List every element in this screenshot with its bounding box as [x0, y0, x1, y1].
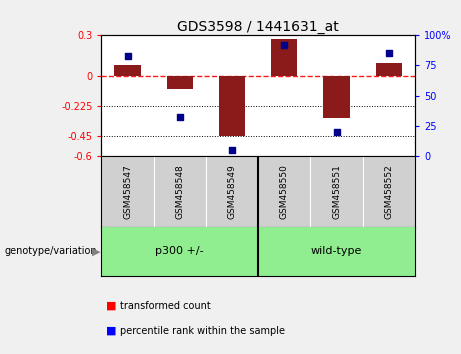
- Point: [385, 51, 392, 56]
- Bar: [258, 227, 415, 276]
- Bar: [271, 39, 297, 75]
- Bar: [324, 75, 349, 118]
- Title: GDS3598 / 1441631_at: GDS3598 / 1441631_at: [177, 21, 339, 34]
- Text: ■: ■: [106, 301, 117, 311]
- Point: [333, 129, 340, 135]
- Text: p300 +/-: p300 +/-: [155, 246, 204, 256]
- Bar: [114, 65, 141, 75]
- Text: GSM458548: GSM458548: [175, 164, 184, 218]
- Text: GSM458550: GSM458550: [280, 164, 289, 219]
- Point: [228, 147, 236, 153]
- Point: [281, 42, 288, 48]
- Bar: [219, 75, 245, 136]
- Text: wild-type: wild-type: [311, 246, 362, 256]
- Bar: [101, 227, 258, 276]
- Text: ▶: ▶: [92, 246, 100, 256]
- Text: GSM458551: GSM458551: [332, 164, 341, 219]
- Point: [124, 53, 131, 59]
- Text: genotype/variation: genotype/variation: [5, 246, 97, 256]
- Bar: [376, 63, 402, 75]
- Text: percentile rank within the sample: percentile rank within the sample: [120, 326, 285, 336]
- Text: GSM458552: GSM458552: [384, 164, 393, 218]
- Text: ■: ■: [106, 326, 117, 336]
- Bar: [167, 75, 193, 89]
- Text: transformed count: transformed count: [120, 301, 211, 311]
- Point: [176, 114, 183, 120]
- Text: GSM458549: GSM458549: [228, 164, 236, 218]
- Text: GSM458547: GSM458547: [123, 164, 132, 218]
